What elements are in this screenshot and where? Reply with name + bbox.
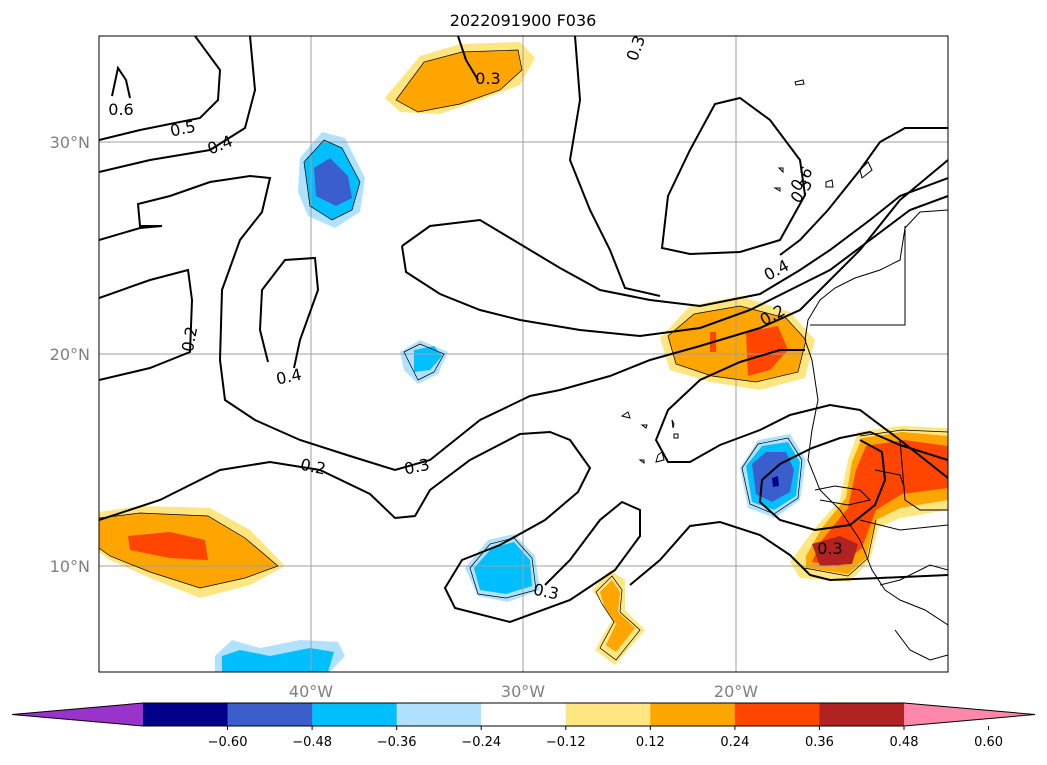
- colorbar-tick-label: 0.12: [636, 735, 665, 750]
- contour-0-3-northwest: [99, 159, 948, 472]
- contour-label: 0.3: [532, 580, 561, 604]
- colorbar-tick-label: −0.60: [208, 735, 248, 750]
- negative-anomaly-mid-core: [414, 346, 442, 372]
- colorbar-segment: [565, 703, 651, 726]
- positive-anomaly-west-peak: [128, 532, 208, 560]
- contour-0-2-west: [99, 268, 194, 381]
- contour-0-3-north: [457, 36, 479, 81]
- positive-anomaly-east-peak: [812, 440, 948, 566]
- lat-label-30n: 30°N: [50, 133, 90, 152]
- colorbar-segment: [819, 703, 905, 726]
- latitude-labels: 30°N 20°N 10°N: [50, 133, 90, 576]
- contour-0-3-central: [99, 430, 641, 624]
- colorbar-tick-label: −0.12: [546, 735, 586, 750]
- contour-0-4-north: [99, 36, 257, 173]
- positive-anomaly-east-max: [812, 536, 858, 566]
- coastlines: [620, 79, 948, 661]
- contour-labels: 0.6 0.5 0.4 0.2 0.4 0.3 0.2 0.3 0.3 0.4 …: [108, 36, 842, 604]
- negative-anomaly-south-core: [474, 542, 532, 594]
- lon-label-20w: 20°W: [714, 682, 758, 701]
- contour-0-3-south: [629, 520, 948, 586]
- lon-label-40w: 40°W: [289, 682, 333, 701]
- colorbar-segment: [227, 703, 313, 726]
- lat-label-10n: 10°N: [50, 557, 90, 576]
- colorbar-segment: [396, 703, 482, 726]
- contour-0-2-central: [401, 177, 948, 308]
- colorbar-segment: [734, 703, 820, 726]
- contour-0-5: [99, 36, 222, 141]
- colorbar-tick-label: 0.24: [720, 735, 749, 750]
- map-frame: [98, 35, 949, 673]
- colorbar-tick-label: 0.60: [974, 735, 1003, 750]
- contour-label: 0.2: [178, 325, 201, 353]
- contour-0-3-east-loop: [758, 430, 948, 532]
- colorbar: −0.60 −0.48 −0.36 −0.24 −0.12 0.12 0.24 0.36 0.4…: [11, 702, 1036, 750]
- colorbar-tick-label: −0.24: [461, 735, 501, 750]
- colorbar-tick-label: −0.48: [292, 735, 332, 750]
- contour-0-6-north: [568, 36, 661, 297]
- positive-anomaly-south-core: [600, 580, 635, 652]
- contour-0-4-loop: [258, 256, 320, 369]
- gridlines: [99, 36, 948, 672]
- colorbar-extend-min: [12, 703, 143, 726]
- longitude-labels: 40°W 30°W 20°W: [289, 682, 758, 701]
- contour-label: 0.6: [108, 100, 133, 119]
- contour-0-5-loop: [660, 96, 807, 256]
- colorbar-outline: [11, 702, 1036, 727]
- map-panel: 0.6 0.5 0.4 0.2 0.4 0.3 0.2 0.3 0.3 0.4 …: [98, 35, 949, 673]
- positive-anomaly-north-core: [396, 50, 522, 112]
- contour-lines: [99, 36, 948, 624]
- colorbar-segment: [481, 703, 567, 726]
- colorbar-tick-label: 0.48: [890, 735, 919, 750]
- contour-label: 0.4: [274, 365, 303, 389]
- negative-anomaly-east-max: [772, 476, 779, 487]
- anomaly-outlines: [99, 49, 948, 661]
- negative-anomaly-bottom-core: [222, 648, 334, 672]
- figure-title: 2022091900 F036: [450, 11, 597, 30]
- contour-0-3-east: [654, 349, 948, 479]
- colorbar-segment: [312, 703, 398, 726]
- colorbar-tick-label: 0.36: [805, 735, 834, 750]
- contour-0-2-central-west: [401, 195, 948, 338]
- contour-label: 0.2: [299, 455, 328, 479]
- negative-anomaly-north-peak: [314, 158, 352, 206]
- contour-0-6-west: [111, 65, 131, 99]
- lat-label-20n: 20°N: [50, 345, 90, 364]
- colorbar-segment: [143, 703, 229, 726]
- contour-label: 0.3: [475, 69, 500, 88]
- contour-0-5-east: [779, 127, 948, 256]
- contour-label: 0.5: [168, 117, 197, 141]
- shaded-anomalies: [99, 42, 948, 672]
- contour-label: 0.3: [402, 455, 431, 479]
- contour-label: 0.3: [817, 539, 842, 558]
- negative-anomaly-east-peak: [752, 452, 794, 502]
- colorbar-tick-label: −0.36: [377, 735, 417, 750]
- positive-anomaly-sahara-peak: [746, 326, 788, 376]
- colorbar-extend-max: [904, 703, 1035, 726]
- colorbar-segment: [650, 703, 736, 726]
- lon-label-30w: 30°W: [501, 682, 545, 701]
